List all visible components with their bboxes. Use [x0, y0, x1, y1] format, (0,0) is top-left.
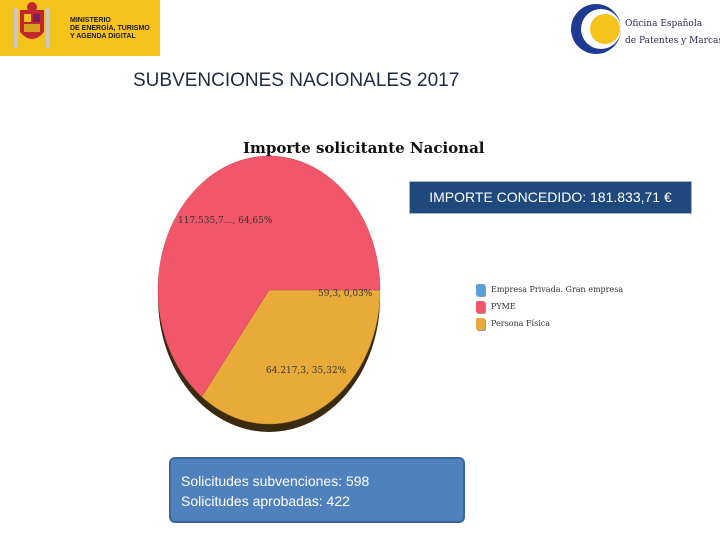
legend-item-pyme: PYME [476, 298, 623, 315]
oepm-logo: Oficina Española de Patentes y Marcas [568, 2, 720, 58]
importe-concedido-box: IMPORTE CONCEDIDO: 181.833,71 € [409, 181, 692, 214]
legend-label-pyme: PYME [491, 302, 516, 311]
data-label-persona-fisica: 64.217,3, 35,32% [266, 366, 347, 376]
pie-slice-persona-fisica [201, 289, 381, 425]
oepm-line-1: Oficina Española [625, 19, 703, 29]
solicitudes-box: Solicitudes subvenciones: 598 Solicitude… [169, 457, 465, 523]
pie-slice-pyme [157, 155, 381, 398]
legend-label-persona-fisica: Persona Física [491, 319, 550, 328]
legend-item-persona-fisica: Persona Física [476, 315, 623, 332]
data-label-pyme: 117.535,7..., 64,65% [178, 216, 273, 226]
legend-swatch-persona-fisica [476, 317, 485, 330]
legend-label-gran-empresa: Empresa Privada. Gran empresa [491, 285, 624, 294]
solicitudes-total: Solicitudes subvenciones: 598 [181, 473, 370, 489]
ministry-line-2: DE ENERGÍA, TURISMO [70, 25, 150, 32]
data-label-gran-empresa: 59,3, 0,03% [318, 289, 373, 299]
legend-swatch-pyme [476, 300, 485, 313]
solicitudes-aprobadas: Solicitudes aprobadas: 422 [181, 493, 350, 509]
oepm-name: Oficina Española de Patentes y Marcas [625, 16, 720, 50]
chart-legend: Empresa Privada. Gran empresa PYME Perso… [476, 281, 623, 332]
chart-title: Importe solicitante Nacional [243, 139, 485, 157]
ministry-line-3: Y AGENDA DIGITAL [70, 33, 136, 40]
ministry-line-1: MINISTERIO [70, 17, 111, 24]
coat-of-arms-icon [14, 2, 50, 48]
legend-swatch-gran-empresa [476, 283, 485, 296]
oepm-line-2: de Patentes y Marcas [625, 36, 720, 46]
slide-title: SUBVENCIONES NACIONALES 2017 [133, 70, 460, 91]
ministry-name: MINISTERIO DE ENERGÍA, TURISMO Y AGENDA … [70, 17, 160, 41]
oepm-emblem-icon [571, 4, 621, 54]
ministry-logo: MINISTERIO DE ENERGÍA, TURISMO Y AGENDA … [0, 0, 160, 56]
legend-item-gran-empresa: Empresa Privada. Gran empresa [476, 281, 623, 298]
